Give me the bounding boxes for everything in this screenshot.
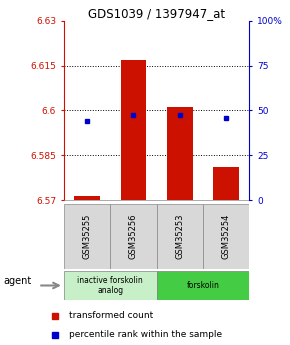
Bar [157, 271, 249, 300]
Bar [157, 204, 203, 269]
Text: GSM35256: GSM35256 [129, 214, 138, 259]
Bar [74, 196, 100, 200]
Title: GDS1039 / 1397947_at: GDS1039 / 1397947_at [88, 7, 225, 20]
Text: GSM35255: GSM35255 [82, 214, 92, 259]
Text: percentile rank within the sample: percentile rank within the sample [69, 330, 222, 339]
Bar [64, 204, 110, 269]
Bar [167, 107, 193, 200]
Bar [203, 204, 249, 269]
Bar [213, 167, 239, 200]
Text: forskolin: forskolin [186, 281, 220, 290]
Bar [121, 60, 146, 200]
Bar [110, 204, 157, 269]
Text: inactive forskolin
analog: inactive forskolin analog [77, 276, 143, 295]
Bar [64, 271, 157, 300]
Text: agent: agent [3, 276, 31, 286]
Text: transformed count: transformed count [69, 311, 154, 320]
Text: GSM35254: GSM35254 [222, 214, 231, 259]
Text: GSM35253: GSM35253 [175, 214, 184, 259]
